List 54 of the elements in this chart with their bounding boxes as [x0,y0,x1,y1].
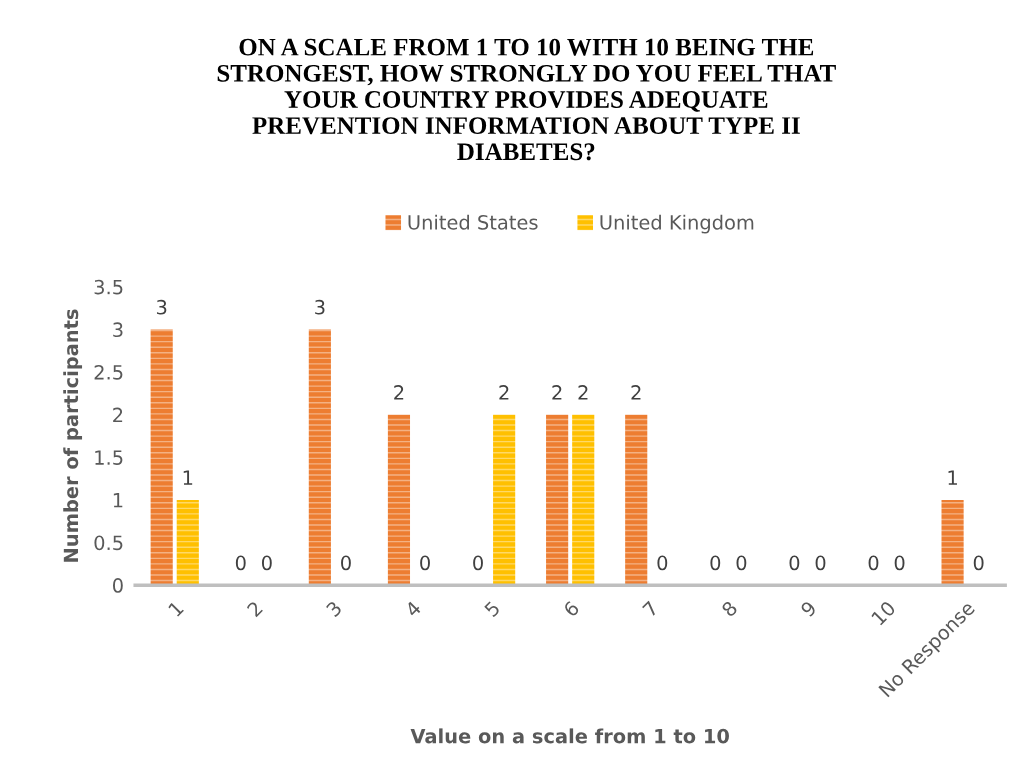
bar [308,329,331,586]
data-label: 0 [473,555,483,571]
bar [387,414,411,586]
y-tick-label: 0.5 [94,535,123,551]
bar [572,414,595,586]
y-tick-label: 0 [112,578,123,593]
x-tick-label: 5 [483,600,501,618]
data-label: 3 [315,299,325,315]
data-label: 0 [341,555,351,571]
y-tick-label: 2.5 [94,364,123,380]
y-tick-label: 1.5 [95,450,123,465]
x-tick-label: 2 [246,600,263,618]
x-tick-label: 6 [562,600,580,618]
data-label: 0 [815,555,826,571]
x-tick-label: 4 [404,600,422,618]
x-tick-label: 7 [642,600,659,618]
data-label: 2 [631,385,641,400]
data-label: 0 [868,555,879,571]
y-tick-label: 1 [113,493,123,508]
x-tick-label: 1 [167,600,184,617]
data-label: 1 [948,470,957,485]
data-label: 0 [657,555,668,571]
data-label: 2 [578,385,588,400]
chart-title: ON A SCALE FROM 1 TO 10 WITH 10 BEING THE STRONGEST, HOW STRONGLY DO YOU FEEL THAT YOUR COUNTRY PROVIDES ADEQUATE PREVENTION INFORMATION ABOUT TYPE II DIABETES? [217,38,836,161]
bar [546,414,569,586]
data-label: 0 [894,555,905,571]
bar [493,414,516,586]
data-label: 0 [235,555,246,571]
legend-label: United Kingdom [600,214,754,234]
x-tick-label: 3 [325,600,343,618]
data-label: 0 [710,555,721,571]
data-label: 0 [973,555,984,571]
bar [176,499,199,586]
data-label: 0 [261,555,272,571]
y-tick-label: 3 [113,322,123,338]
y-axis-title: Number of participants [63,309,83,562]
data-label: 2 [552,385,562,400]
x-axis-title: Value on a scale from 1 to 10 [410,728,729,744]
x-tick-label: 8 [720,600,739,618]
x-tick-label: 10 [870,600,897,626]
data-label: 0 [420,555,430,571]
data-label: 1 [183,470,193,485]
data-label: 0 [736,555,747,571]
y-tick-label: 2 [113,407,123,423]
data-label: 2 [394,385,404,400]
data-label: 0 [789,555,800,571]
bar [941,499,964,586]
bar [150,329,173,586]
bar [625,414,648,586]
data-label: 3 [156,299,167,315]
legend-label: United States [408,214,538,230]
y-tick-label: 3.5 [94,279,123,295]
data-label: 2 [499,385,509,400]
x-tick-label: 9 [799,600,818,618]
